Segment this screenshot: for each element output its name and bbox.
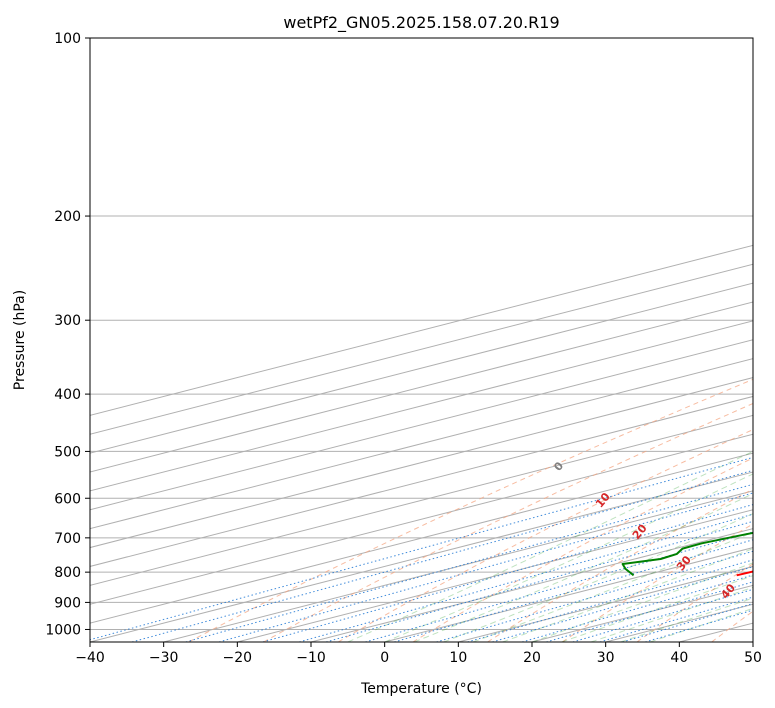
isotherm-gridline — [90, 263, 753, 435]
moist-adiabat-label: 30 — [674, 553, 694, 573]
y-tick-label: 500 — [54, 444, 81, 460]
isotherm-gridline — [90, 471, 753, 642]
moist-adiabat-label: 0 — [551, 459, 566, 473]
dewpoint-profile-line — [621, 531, 753, 577]
isotherm-gridline — [90, 320, 753, 492]
y-tick-label: 600 — [54, 491, 81, 507]
dry-adiabat — [263, 402, 753, 642]
x-tick-label: 10 — [449, 650, 467, 666]
moist-adiabat — [531, 562, 753, 642]
x-tick-label: 20 — [523, 650, 541, 666]
temperature-profile-line — [736, 570, 753, 577]
y-tick-label: 700 — [54, 531, 81, 547]
y-axis-ticks: 100 200 300 400 500 600 700 800 900 1000 — [45, 31, 90, 638]
dry-adiabat — [188, 378, 753, 642]
x-axis-ticks: −40 −30 −20 −10 0 10 20 30 40 50 — [75, 642, 762, 666]
y-tick-label: 200 — [54, 209, 81, 225]
mixing-ratio-label: 0.1 — [761, 435, 775, 456]
dry-adiabat — [562, 523, 753, 642]
mixing-ratio-line — [394, 539, 753, 642]
moist-adiabat — [384, 473, 753, 642]
y-tick-label: 1000 — [45, 622, 81, 638]
isotherm-gridline — [90, 452, 753, 624]
y-tick-label: 800 — [54, 565, 81, 581]
isotherm-gridline — [237, 509, 753, 642]
mixing-ratio-line — [131, 469, 753, 642]
x-tick-label: 30 — [597, 650, 615, 666]
mixing-ratio-line — [262, 504, 753, 642]
mixing-ratio-line — [90, 456, 753, 641]
moist-adiabat — [413, 493, 753, 642]
isotherm-gridline — [163, 490, 753, 642]
isotherm-gridline — [90, 377, 753, 549]
chart-title: wetPf2_GN05.2025.158.07.20.R19 — [283, 13, 559, 33]
isotherm-gridline — [458, 565, 753, 642]
y-tick-label: 300 — [54, 313, 81, 329]
mixing-ratio-line — [436, 550, 753, 642]
x-tick-label: −10 — [296, 650, 326, 666]
mixing-ratio-line — [218, 492, 753, 642]
dry-adiabat — [412, 457, 753, 642]
y-tick-label: 900 — [54, 595, 81, 611]
isotherm-gridline — [90, 282, 753, 454]
dry-adiabat — [711, 610, 753, 642]
isotherm-gridline — [679, 622, 753, 642]
mixing-ratio-line — [645, 609, 753, 642]
mixing-ratio-line — [365, 531, 753, 642]
mixing-ratio-line — [521, 574, 753, 642]
y-axis-label: Pressure (hPa) — [12, 290, 28, 390]
y-tick-label: 100 — [54, 31, 81, 47]
moist-adiabat — [561, 575, 753, 642]
x-tick-label: −40 — [75, 650, 105, 666]
isotherm-gridline — [90, 414, 753, 586]
x-tick-label: 40 — [670, 650, 688, 666]
isotherm-gridline — [310, 528, 753, 642]
moist-adiabat-label: 20 — [630, 522, 650, 542]
profile-series — [621, 531, 753, 577]
x-tick-label: −20 — [223, 650, 253, 666]
background-lines — [90, 38, 753, 642]
x-tick-label: −30 — [149, 650, 179, 666]
moist-adiabat — [443, 513, 753, 642]
dry-adiabat — [636, 563, 753, 642]
y-tick-label: 400 — [54, 387, 81, 403]
isotherm-gridline — [90, 339, 753, 511]
isotherm-gridline — [90, 395, 753, 567]
mixing-ratio-line — [492, 566, 753, 642]
x-tick-label: 50 — [744, 650, 762, 666]
moist-adiabat — [472, 531, 753, 642]
moist-adiabat — [502, 548, 753, 642]
isotherm-gridline — [752, 641, 753, 642]
isotherm-gridline — [90, 244, 753, 416]
plot-frame — [89, 37, 754, 643]
isotherm-gridline — [90, 433, 753, 605]
mixing-ratio-line — [467, 559, 753, 642]
isotherm-gridline — [90, 301, 753, 473]
x-tick-label: 0 — [380, 650, 389, 666]
isotherm-gridline — [605, 603, 753, 642]
dry-adiabat — [337, 429, 753, 642]
x-axis-label: Temperature (°C) — [360, 681, 482, 697]
isotherm-gridline — [90, 358, 753, 530]
